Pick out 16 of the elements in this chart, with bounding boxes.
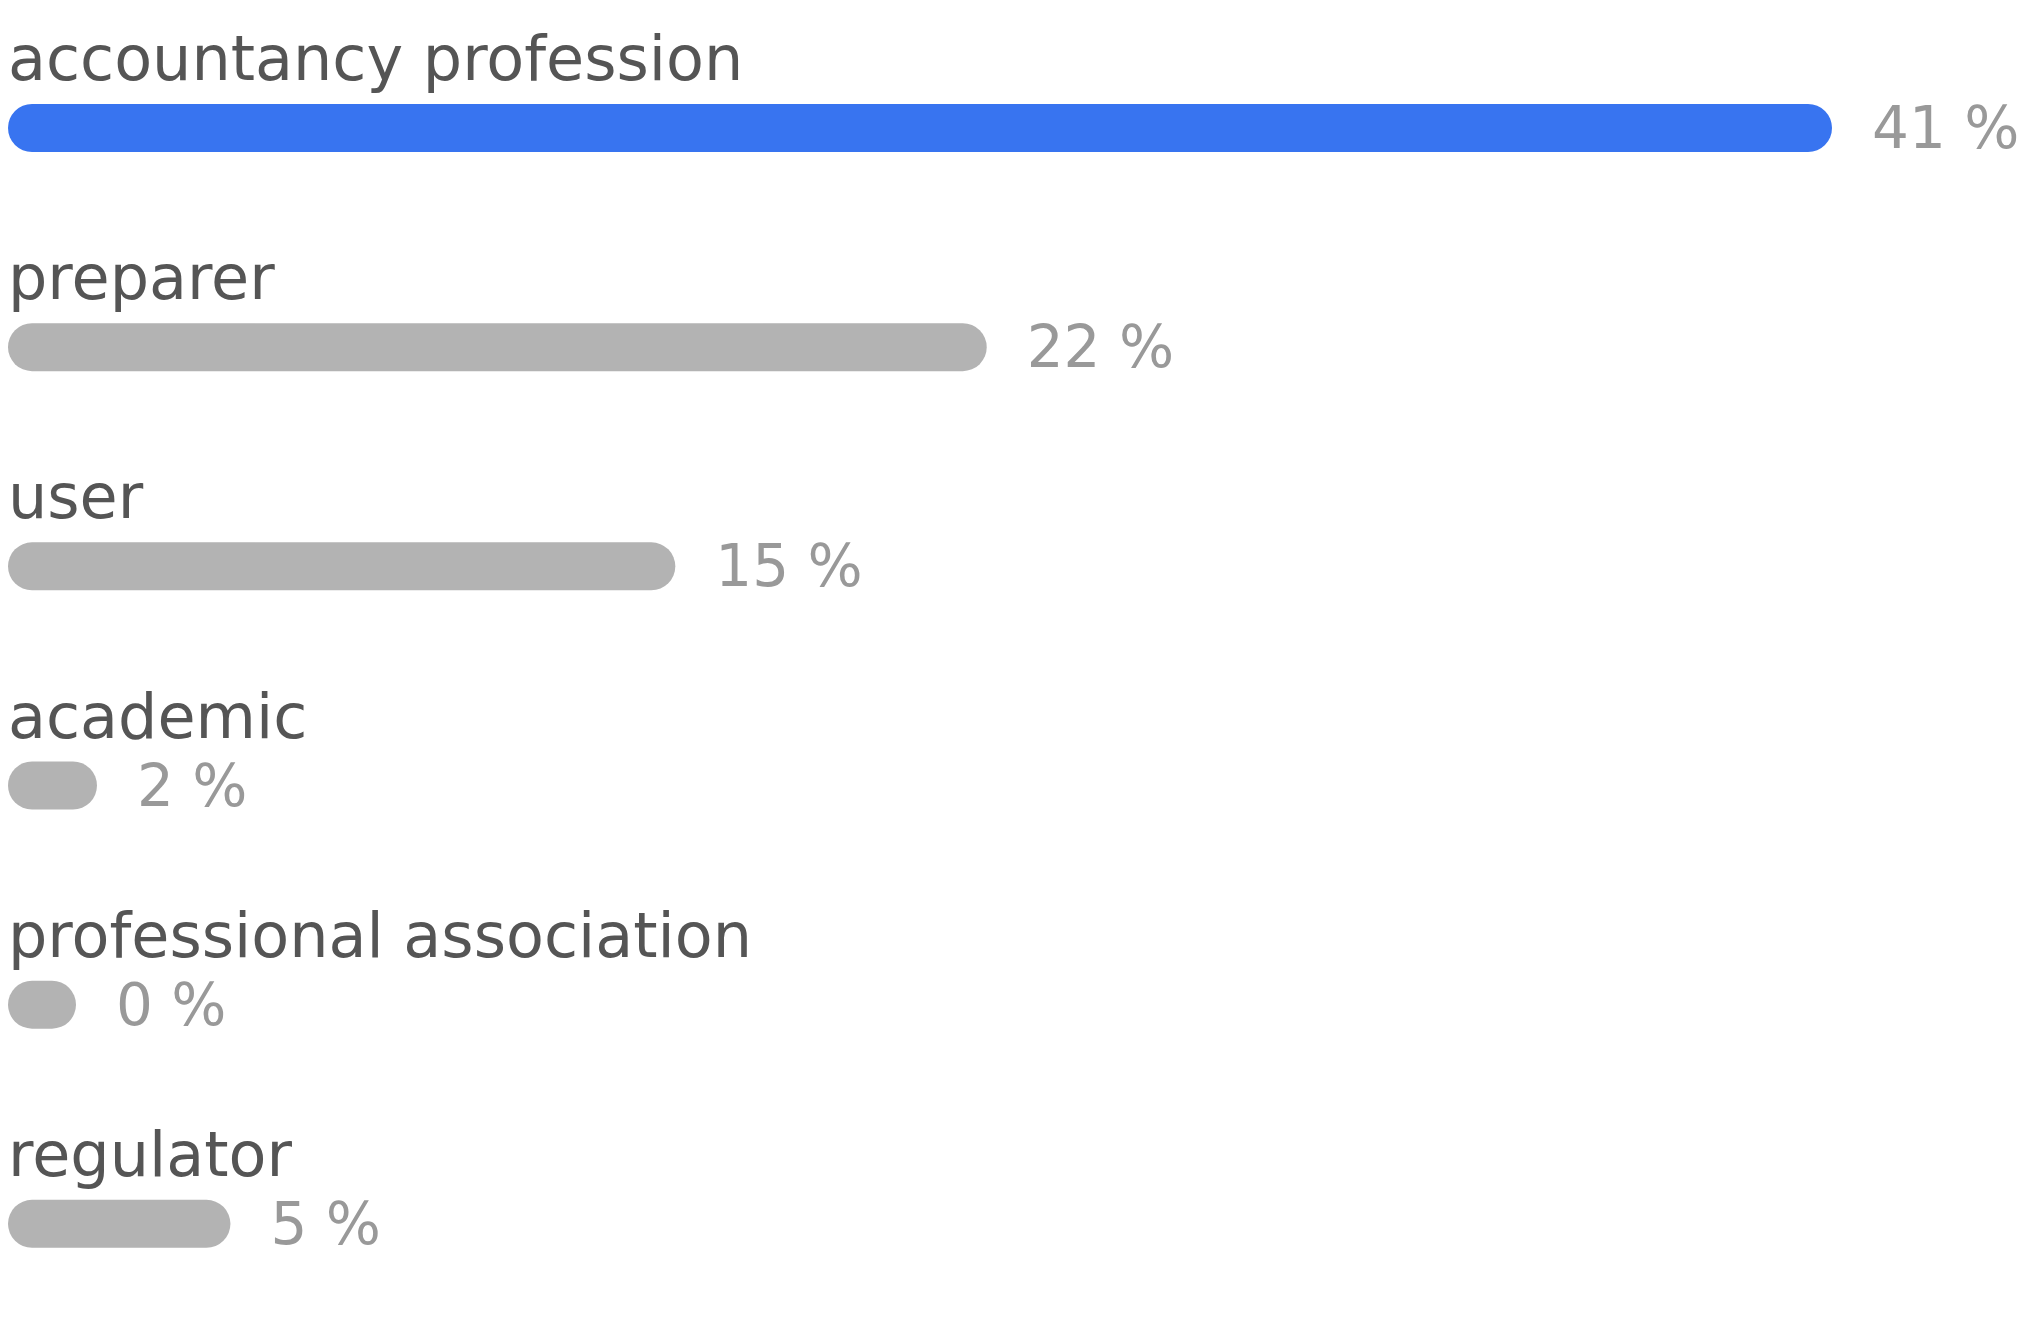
y-tick-label: preparer	[8, 241, 276, 315]
data-label: 5 %	[270, 1189, 381, 1258]
bar	[8, 542, 676, 591]
data-label: 41 %	[1872, 94, 2020, 162]
bar	[8, 1199, 231, 1248]
y-tick-label: professional association	[8, 898, 752, 972]
data-label: 15 %	[715, 532, 863, 601]
bar	[8, 323, 987, 372]
y-tick-label: accountancy profession	[8, 22, 744, 95]
y-tick-label: academic	[8, 679, 308, 753]
y-tick-label: user	[8, 460, 144, 534]
data-label: 22 %	[1026, 313, 1175, 382]
bar	[8, 104, 1832, 152]
data-label: 2 %	[136, 751, 248, 820]
y-tick-label: regulator	[8, 1117, 293, 1191]
data-label: 0 %	[116, 970, 227, 1039]
